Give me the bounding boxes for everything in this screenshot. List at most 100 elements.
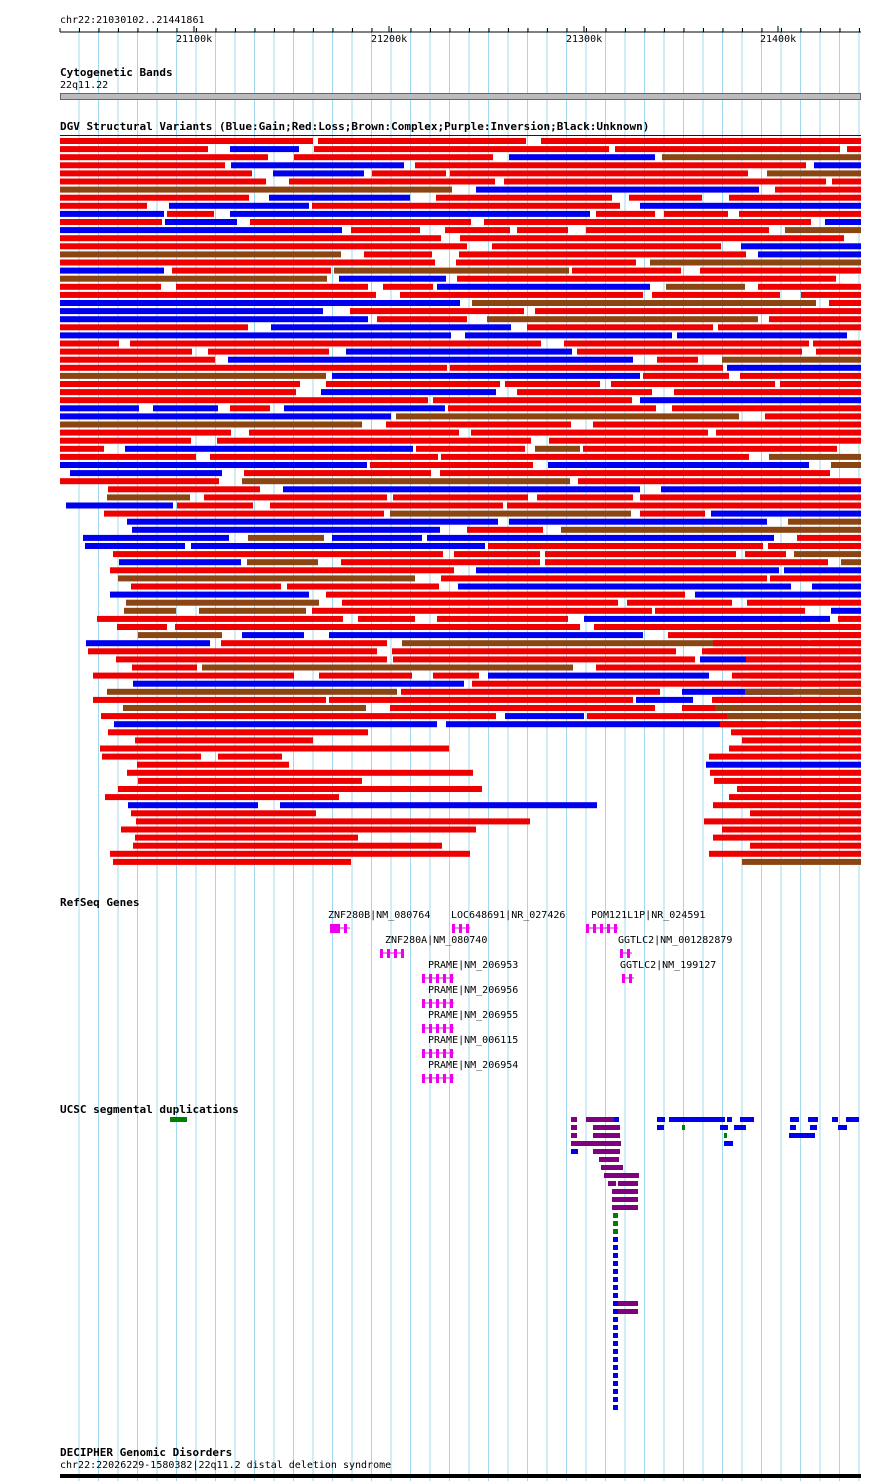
dgv-variant xyxy=(548,462,809,468)
dgv-variant xyxy=(454,551,540,558)
dgv-variant xyxy=(758,251,861,258)
gene-label[interactable]: GGTLC2|NM_001282879 xyxy=(618,935,733,946)
dgv-track-title[interactable]: DGV Structural Variants (Blue:Gain;Red:L… xyxy=(60,120,650,133)
segdup-feature xyxy=(790,1125,796,1130)
dgv-variant xyxy=(132,526,440,533)
dgv-variant xyxy=(102,753,201,760)
segdup-feature xyxy=(613,1317,618,1322)
dgv-variant xyxy=(718,324,861,331)
dgv-variant xyxy=(131,583,281,590)
dgv-variant xyxy=(60,413,391,420)
ruler-tick-label: 21200k xyxy=(371,34,408,45)
gene-label[interactable]: PRAME|NM_206954 xyxy=(428,1060,519,1071)
dgv-variant xyxy=(326,381,500,387)
dgv-variant xyxy=(60,138,313,144)
dgv-variant xyxy=(458,583,791,590)
dgv-variant xyxy=(564,340,809,347)
dgv-variant xyxy=(657,356,698,363)
dgv-variant xyxy=(505,381,600,387)
segdup-track[interactable] xyxy=(0,1110,890,1420)
dgv-variant xyxy=(60,348,192,355)
dgv-variant xyxy=(60,389,296,396)
dgv-variant xyxy=(332,372,640,379)
dgv-variant xyxy=(204,494,387,501)
dgv-variant xyxy=(440,470,830,477)
dgv-variant xyxy=(284,405,445,412)
dgv-variant xyxy=(60,210,164,217)
dgv-variant xyxy=(768,543,861,549)
gene-exon xyxy=(443,999,446,1008)
dgv-variant xyxy=(248,534,324,541)
dgv-variant xyxy=(358,615,415,622)
decipher-track-title[interactable]: DECIPHER Genomic Disorders xyxy=(60,1446,233,1459)
cyto-track-title[interactable]: Cytogenetic Bands xyxy=(60,66,173,79)
dgv-variant xyxy=(132,664,197,671)
dgv-track[interactable] xyxy=(0,138,890,898)
dgv-variant xyxy=(242,632,304,639)
segdup-feature xyxy=(613,1245,618,1250)
segdup-track-title[interactable]: UCSC segmental duplications xyxy=(60,1103,239,1116)
segdup-feature xyxy=(724,1141,733,1146)
dgv-variant xyxy=(718,624,861,630)
dgv-variant xyxy=(319,672,412,679)
dgv-variant xyxy=(60,267,164,274)
gene-exon xyxy=(452,924,455,933)
refseq-gene-glyphs[interactable] xyxy=(0,900,890,1100)
dgv-variant xyxy=(60,251,341,258)
dgv-variant xyxy=(60,227,342,234)
dgv-variant xyxy=(329,696,633,703)
gene-label[interactable]: PRAME|NM_006115 xyxy=(428,1035,519,1046)
gene-label[interactable]: LOC648691|NR_027426 xyxy=(451,910,566,921)
gene-label[interactable]: POM121L1P|NR_024591 xyxy=(591,910,706,921)
decipher-item-label[interactable]: chr22:22026229-1580382|22q11.2 distal de… xyxy=(60,1460,392,1471)
dgv-variant xyxy=(707,648,861,655)
dgv-variant xyxy=(350,308,524,315)
dgv-variant xyxy=(765,413,861,420)
dgv-variant xyxy=(314,146,609,153)
dgv-variant xyxy=(294,154,493,161)
gene-label[interactable]: ZNF280A|NM_080740 xyxy=(385,935,488,946)
dgv-variant xyxy=(136,818,530,825)
gene-label[interactable]: GGTLC2|NM_199127 xyxy=(620,960,717,971)
dgv-variant xyxy=(437,283,650,290)
gene-exon xyxy=(586,924,589,933)
dgv-variant xyxy=(476,567,779,574)
refseq-track-title[interactable]: RefSeq Genes xyxy=(60,896,140,909)
dgv-variant xyxy=(230,210,590,217)
dgv-variant xyxy=(433,672,479,679)
segdup-feature xyxy=(608,1181,616,1186)
gene-label[interactable]: PRAME|NM_206956 xyxy=(428,985,519,996)
dgv-variant xyxy=(742,680,861,687)
dgv-variant xyxy=(321,389,496,396)
gene-exon xyxy=(443,1049,446,1058)
region-label: chr22:21030102..21441861 xyxy=(60,15,205,26)
dgv-variant xyxy=(467,526,543,533)
dgv-variant xyxy=(110,850,470,857)
gene-exon xyxy=(436,999,439,1008)
gene-exon xyxy=(422,974,425,983)
dgv-variant xyxy=(133,680,464,687)
dgv-variant xyxy=(93,696,326,703)
decipher-bar[interactable] xyxy=(60,1474,861,1478)
gene-label[interactable]: PRAME|NM_206955 xyxy=(428,1010,519,1021)
dgv-variant xyxy=(60,219,162,225)
dgv-variant xyxy=(643,372,729,379)
dgv-variant xyxy=(662,154,861,161)
ruler[interactable] xyxy=(0,25,890,75)
dgv-variant xyxy=(118,786,482,792)
segdup-feature xyxy=(618,1309,638,1314)
gene-label[interactable]: PRAME|NM_206953 xyxy=(428,960,519,971)
dgv-variant xyxy=(172,267,331,274)
dgv-variant xyxy=(472,300,816,306)
cyto-band[interactable] xyxy=(60,93,861,100)
dgv-variant xyxy=(785,227,861,234)
segdup-feature xyxy=(613,1269,618,1274)
dgv-variant xyxy=(627,599,732,606)
dgv-variant xyxy=(60,308,323,315)
segdup-feature xyxy=(601,1165,623,1170)
dgv-variant xyxy=(242,478,570,485)
dgv-variant xyxy=(202,664,573,671)
gene-label[interactable]: ZNF280B|NM_080764 xyxy=(328,910,431,921)
dgv-variant xyxy=(706,761,861,768)
dgv-variant xyxy=(509,154,655,161)
